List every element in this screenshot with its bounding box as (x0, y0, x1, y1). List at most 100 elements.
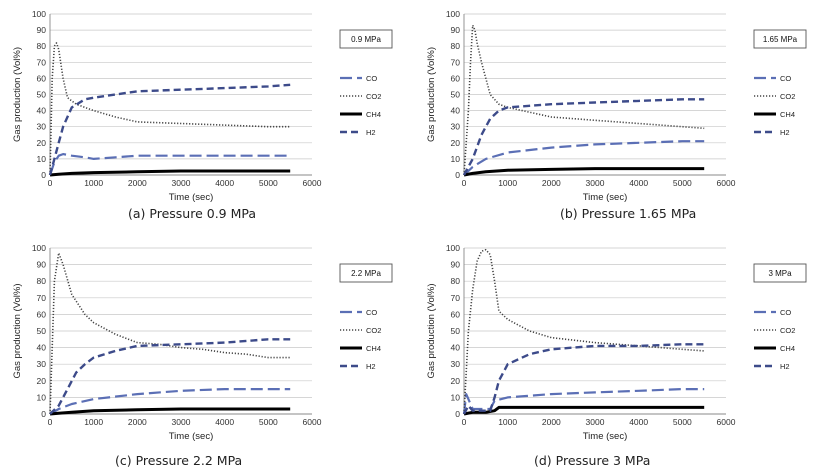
legend-label-h2: H2 (366, 128, 376, 137)
series-line-ch4 (49, 407, 291, 416)
y-tick-label: 70 (37, 293, 47, 303)
legend-label-co2: CO2 (780, 326, 795, 335)
x-tick-label: 5000 (259, 417, 278, 427)
y-axis-label: Gas production (Vol%) (426, 47, 437, 142)
y-tick-label: 10 (37, 154, 47, 164)
x-tick-label: 3000 (586, 178, 605, 188)
x-tick-label: 6000 (303, 417, 322, 427)
x-tick-label: 3000 (586, 417, 605, 427)
x-tick-label: 0 (462, 417, 467, 427)
title-box (339, 29, 393, 49)
y-tick-label: 90 (37, 260, 47, 270)
y-tick-label: 0 (455, 409, 460, 419)
y-tick-label: 40 (37, 343, 47, 353)
y-tick-label: 90 (37, 25, 47, 35)
series-line-h2 (49, 338, 291, 415)
x-tick-label: 3000 (172, 178, 191, 188)
x-tick-label: 2000 (542, 417, 561, 427)
title-box-label: 0.9 MPa (351, 35, 381, 44)
chart-panel-a: 0 10 20 30 40 50 60 70 80 90 100 0 1000 2000 3000 4000 5… (0, 0, 420, 225)
series-line-co2 (49, 42, 291, 176)
series-line-co (49, 388, 291, 415)
y-tick-label: 70 (451, 57, 461, 67)
x-tick-label: 0 (48, 178, 53, 188)
series-line-ch4 (463, 405, 705, 416)
y-tick-label: 50 (451, 326, 461, 336)
caption-c: (c) Pressure 2.2 MPa (115, 453, 243, 468)
x-tick-label: 6000 (303, 178, 322, 188)
legend-label-co: CO (366, 74, 377, 83)
x-axis-label: Time (sec) (169, 431, 214, 442)
y-tick-label: 80 (451, 41, 461, 51)
y-tick-label: 30 (37, 122, 47, 132)
legend-label-h2: H2 (780, 362, 790, 371)
legend-label-ch4: CH4 (366, 344, 381, 353)
series-line-ch4 (463, 167, 705, 177)
caption-d: (d) Pressure 3 MPa (534, 453, 651, 468)
legend-label-co: CO (780, 308, 791, 317)
y-axis-label: Gas production (Vol%) (12, 283, 23, 378)
y-tick-label: 50 (37, 326, 47, 336)
legend-label-co2: CO2 (366, 326, 381, 335)
x-tick-label: 6000 (717, 178, 736, 188)
x-tick-label: 1000 (84, 417, 103, 427)
y-tick-label: 60 (451, 309, 461, 319)
chart-panel-d: 0 10 20 30 40 50 60 70 80 90 100 0 1000 2000 3000 4000 5… (414, 234, 834, 471)
y-tick-label: 90 (451, 25, 461, 35)
y-tick-label: 10 (451, 154, 461, 164)
x-tick-label: 0 (462, 178, 467, 188)
x-tick-label: 4000 (629, 417, 648, 427)
series-line-h2 (48, 83, 291, 176)
legend-label-ch4: CH4 (366, 110, 381, 119)
y-tick-label: 60 (37, 73, 47, 83)
legend-label-h2: H2 (366, 362, 376, 371)
chart-panel-c: 0 10 20 30 40 50 60 70 80 90 100 0 1000 2000 3000 4000 5… (0, 234, 420, 471)
x-tick-label: 2000 (128, 417, 147, 427)
y-tick-label: 60 (451, 73, 461, 83)
title-box-label: 2.2 MPa (351, 269, 381, 278)
y-tick-label: 80 (37, 276, 47, 286)
y-tick-label: 20 (37, 138, 47, 148)
y-tick-label: 40 (451, 106, 461, 116)
title-box (753, 29, 807, 49)
y-tick-label: 20 (451, 376, 461, 386)
x-tick-label: 4000 (215, 178, 234, 188)
y-tick-label: 100 (32, 243, 46, 253)
x-tick-label: 4000 (215, 417, 234, 427)
x-axis-label: Time (sec) (583, 431, 628, 442)
legend-label-co2: CO2 (366, 92, 381, 101)
y-tick-label: 80 (451, 276, 461, 286)
y-tick-label: 30 (37, 359, 47, 369)
y-tick-label: 40 (37, 106, 47, 116)
x-tick-label: 1000 (498, 417, 517, 427)
y-tick-label: 10 (451, 392, 461, 402)
y-axis-label: Gas production (Vol%) (426, 283, 437, 378)
series-line-co (462, 388, 705, 415)
y-tick-label: 100 (446, 243, 460, 253)
x-tick-label: 2000 (542, 178, 561, 188)
x-tick-label: 5000 (673, 178, 692, 188)
y-tick-label: 70 (37, 57, 47, 67)
y-tick-label: 40 (451, 343, 461, 353)
chart-panel-b: 0 10 20 30 40 50 60 70 80 90 100 0 1000 2000 3000 4000 5… (414, 0, 834, 225)
x-tick-label: 3000 (172, 417, 191, 427)
x-tick-label: 2000 (128, 178, 147, 188)
y-tick-label: 60 (37, 309, 47, 319)
legend-label-co2: CO2 (780, 92, 795, 101)
y-tick-label: 100 (32, 9, 46, 19)
y-tick-label: 50 (451, 90, 461, 100)
x-axis-label: Time (sec) (583, 192, 628, 203)
y-tick-label: 30 (451, 359, 461, 369)
x-axis-label: Time (sec) (169, 192, 214, 203)
series-line-co2 (463, 24, 705, 176)
x-tick-label: 0 (48, 417, 53, 427)
y-tick-label: 20 (451, 138, 461, 148)
series-line-co (463, 140, 705, 176)
legend-label-ch4: CH4 (780, 110, 795, 119)
caption-a: (a) Pressure 0.9 MPa (128, 206, 257, 221)
x-tick-label: 1000 (498, 178, 517, 188)
y-tick-label: 20 (37, 376, 47, 386)
